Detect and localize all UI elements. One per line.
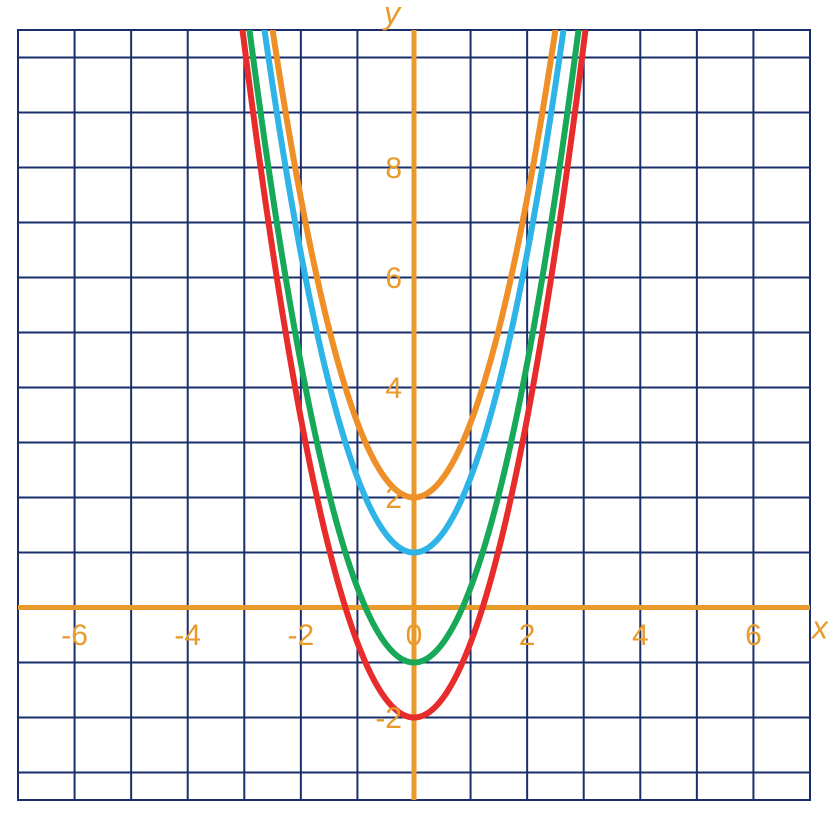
x-tick-label: -4 [174,619,201,652]
x-tick-label: 2 [519,619,536,652]
x-tick-label: 4 [632,619,649,652]
y-tick-label: 8 [385,152,402,185]
y-tick-label: 6 [385,262,402,295]
y-tick-label: -2 [375,702,402,735]
x-tick-label: 0 [406,619,423,652]
x-tick-label: -6 [61,619,88,652]
x-axis-label: x [810,609,828,645]
y-axis-label: y [382,0,402,31]
parabola-chart: -6 -4 -2 0 2 4 6 -2 2 4 6 8 x y [0,0,828,825]
x-tick-label: -2 [288,619,315,652]
chart-svg: -6 -4 -2 0 2 4 6 -2 2 4 6 8 x y [0,0,828,825]
x-tick-label: 6 [745,619,762,652]
y-tick-label: 4 [385,372,402,405]
y-tick-label: 2 [385,482,402,515]
